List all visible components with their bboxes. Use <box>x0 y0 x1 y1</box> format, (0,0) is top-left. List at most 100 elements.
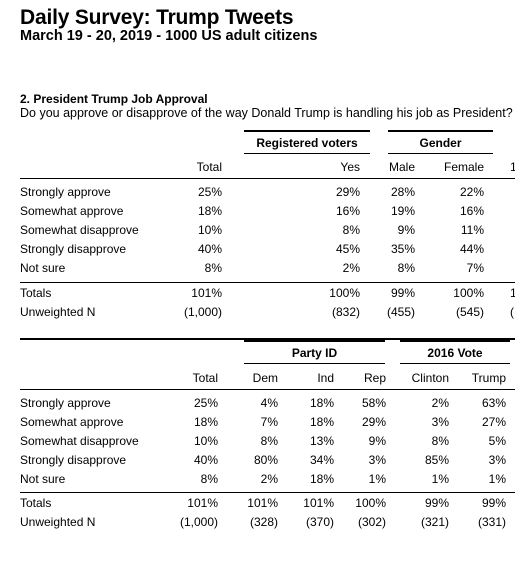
table-row-label: Somewhat disapprove <box>20 223 139 237</box>
table-row-cell: 58% <box>361 396 386 410</box>
table-row-label: Strongly approve <box>20 396 111 410</box>
table-row-cell: 5% <box>488 434 506 448</box>
totals-row-cell: 101% <box>187 496 218 510</box>
totals-rule <box>20 282 515 283</box>
unweighted-row-cell: (328) <box>249 515 278 529</box>
totals-row-cell: 101% <box>191 286 222 300</box>
table-top-rule <box>20 338 515 340</box>
column-header: Yes <box>340 160 360 174</box>
table-row-cell: 1% <box>368 472 386 486</box>
table-row-cell: 34% <box>309 453 334 467</box>
totals-row-cell: 101% <box>303 496 334 510</box>
group-header-underline <box>244 363 385 364</box>
table-row-cell: 1% <box>431 472 449 486</box>
table-row-cell: 18% <box>197 204 222 218</box>
unweighted-row-cell: (302) <box>357 515 386 529</box>
table-row-label: Not sure <box>20 261 66 275</box>
totals-row-cell: 100% <box>355 496 386 510</box>
page-title: Daily Survey: Trump Tweets <box>20 6 294 29</box>
unweighted-row-cell: (545) <box>455 305 484 319</box>
column-header: 1 <box>510 160 515 174</box>
table-row-cell: 8% <box>431 434 449 448</box>
group-header: 2016 Vote <box>427 346 483 360</box>
page-subtitle: March 19 - 20, 2019 - 1000 US adult citi… <box>20 28 318 44</box>
unweighted-row-cell: (1,000) <box>183 305 222 319</box>
table-row-cell: 2% <box>431 396 449 410</box>
table-row-cell: 19% <box>390 204 415 218</box>
unweighted-row-label: Unweighted N <box>20 515 96 529</box>
question-text: Do you approve or disapprove of the way … <box>20 106 513 120</box>
table-row-cell: 8% <box>397 261 415 275</box>
table-row-cell: 22% <box>459 185 484 199</box>
table-row-cell: 18% <box>309 415 334 429</box>
table-row-cell: 35% <box>390 242 415 256</box>
table-row-cell: 25% <box>197 185 222 199</box>
table-row-label: Somewhat approve <box>20 204 124 218</box>
unweighted-row-cell: (370) <box>305 515 334 529</box>
column-header: Total <box>196 160 222 174</box>
totals-row-cell: 100% <box>329 286 360 300</box>
group-header-underline <box>400 363 510 364</box>
table-row-label: Strongly approve <box>20 185 111 199</box>
totals-row-cell: 100% <box>453 286 484 300</box>
table-row-cell: 8% <box>200 472 218 486</box>
table-row-cell: 4% <box>260 396 278 410</box>
column-header: Rep <box>363 371 386 385</box>
column-header: Clinton <box>411 371 449 385</box>
group-header: Registered voters <box>256 136 358 150</box>
table-row-cell: 29% <box>335 185 360 199</box>
table-row-cell: 16% <box>335 204 360 218</box>
column-header: Female <box>443 160 484 174</box>
table-row-cell: 13% <box>309 434 334 448</box>
table-row-cell: 9% <box>397 223 415 237</box>
table-row-cell: 28% <box>390 185 415 199</box>
table-row-cell: 3% <box>431 415 449 429</box>
table-row-label: Somewhat disapprove <box>20 434 139 448</box>
table-row-cell: 10% <box>197 223 222 237</box>
table-row-cell: 9% <box>368 434 386 448</box>
table-row-cell: 18% <box>309 396 334 410</box>
unweighted-row-label: Unweighted N <box>20 305 96 319</box>
column-header: Trump <box>471 371 506 385</box>
table-row-cell: 7% <box>260 415 278 429</box>
totals-row-cell: 99% <box>424 496 449 510</box>
table-row-cell: 44% <box>459 242 484 256</box>
totals-row-label: Totals <box>20 496 52 510</box>
column-header: Total <box>192 371 218 385</box>
table-row-cell: 7% <box>466 261 484 275</box>
group-header-rule <box>388 130 493 132</box>
table-row-label: Somewhat approve <box>20 415 124 429</box>
group-header: Gender <box>419 136 462 150</box>
totals-row-label: Totals <box>20 286 52 300</box>
unweighted-row-cell: ( <box>510 305 514 319</box>
group-header-rule <box>244 340 385 342</box>
totals-row-cell: 99% <box>481 496 506 510</box>
group-header-rule <box>244 130 370 132</box>
table-row-cell: 40% <box>197 242 222 256</box>
table-row-cell: 45% <box>335 242 360 256</box>
unweighted-row-cell: (1,000) <box>179 515 218 529</box>
totals-row-cell: 1 <box>510 286 515 300</box>
table-row-cell: 11% <box>460 223 484 237</box>
table-row-label: Strongly disapprove <box>20 453 127 467</box>
table-row-cell: 80% <box>253 453 278 467</box>
totals-rule <box>20 492 515 493</box>
header-rule <box>20 178 515 179</box>
totals-row-cell: 101% <box>247 496 278 510</box>
unweighted-row-cell: (455) <box>386 305 415 319</box>
table-row-cell: 27% <box>481 415 506 429</box>
table-row-cell: 10% <box>193 434 218 448</box>
table-row-cell: 29% <box>361 415 386 429</box>
table-row-cell: 8% <box>204 261 222 275</box>
table-row-cell: 8% <box>342 223 360 237</box>
table-row-label: Strongly disapprove <box>20 242 127 256</box>
table-row-cell: 18% <box>309 472 334 486</box>
totals-row-cell: 99% <box>390 286 415 300</box>
table-row-cell: 16% <box>459 204 484 218</box>
header-rule <box>20 389 515 390</box>
group-header-underline <box>388 153 493 154</box>
table-row-cell: 40% <box>193 453 218 467</box>
table-row-cell: 1% <box>488 472 506 486</box>
table-row-cell: 63% <box>481 396 506 410</box>
table-row-cell: 3% <box>368 453 386 467</box>
